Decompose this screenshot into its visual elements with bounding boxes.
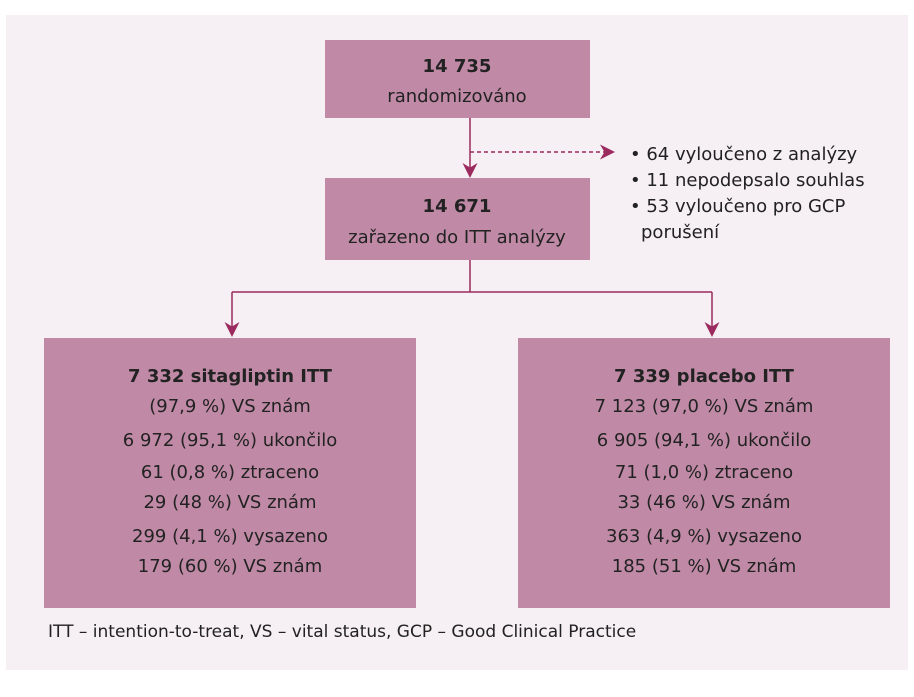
box-placebo: [518, 338, 890, 608]
node-count: 14 671: [423, 196, 492, 217]
arm-title: 7 339 placebo ITT: [614, 366, 795, 387]
arm-line: 29 (48 %) VS znám: [143, 492, 316, 513]
node-count: 14 735: [423, 56, 492, 77]
node-label: zařazeno do ITT analýzy: [348, 227, 566, 248]
arm-line: (97,9 %) VS znám: [149, 396, 311, 417]
node-label: randomizováno: [387, 86, 526, 107]
arm-title: 7 332 sitagliptin ITT: [128, 366, 333, 387]
arm-line: 179 (60 %) VS znám: [138, 556, 322, 577]
connectors: [224, 118, 720, 337]
arm-line: 6 905 (94,1 %) ukončilo: [597, 430, 811, 451]
exclusion-item: • 64 vyloučeno z analýzy: [630, 144, 858, 165]
arm-line: 61 (0,8 %) ztraceno: [141, 462, 319, 483]
arm-line: 363 (4,9 %) vysazeno: [606, 526, 802, 547]
arm-line: 33 (46 %) VS znám: [617, 492, 790, 513]
box-sitagliptin: [44, 338, 416, 608]
exclusion-item: • 11 nepodepsalo souhlas: [630, 170, 865, 191]
exclusion-item: porušení: [641, 222, 720, 243]
arm-line: 7 123 (97,0 %) VS znám: [595, 396, 814, 417]
footnote: ITT – intention-to-treat, VS – vital sta…: [48, 622, 636, 642]
arm-line: 6 972 (95,1 %) ukončilo: [123, 430, 337, 451]
box-itt: [325, 178, 590, 260]
exclusion-item: • 53 vyloučeno pro GCP: [630, 196, 845, 217]
arm-line: 185 (51 %) VS znám: [612, 556, 796, 577]
arm-line: 71 (1,0 %) ztraceno: [615, 462, 793, 483]
box-randomized: [325, 40, 590, 118]
arm-line: 299 (4,1 %) vysazeno: [132, 526, 328, 547]
